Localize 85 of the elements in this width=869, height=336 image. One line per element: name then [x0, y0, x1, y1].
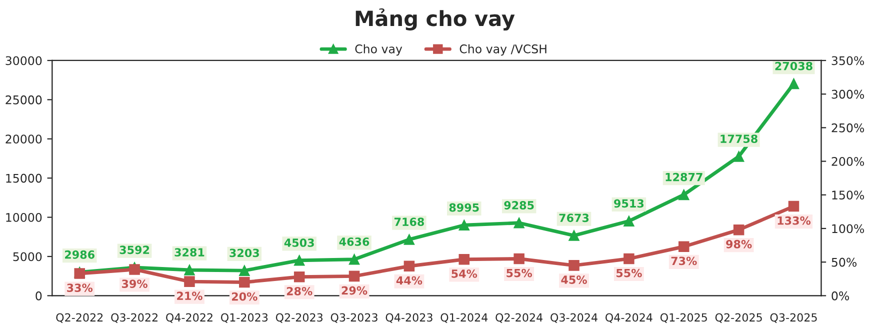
data-label: 3592 — [120, 246, 150, 254]
data-label: 54% — [452, 269, 478, 278]
data-label: 39% — [122, 280, 148, 288]
x-tick-label: Q3-2025 — [770, 313, 817, 323]
point — [568, 230, 580, 241]
x-tick-label: Q4-2023 — [386, 313, 432, 323]
y2-tick-label: 250% — [832, 123, 864, 132]
point — [624, 253, 634, 264]
data-label: 3203 — [230, 248, 259, 258]
data-label: 7168 — [394, 218, 424, 226]
point — [458, 220, 470, 231]
data-label: 4636 — [339, 237, 370, 246]
data-label: 3281 — [174, 248, 204, 257]
x-tick-label: Q2-2023 — [276, 313, 322, 323]
data-label: 98% — [726, 240, 752, 248]
point — [733, 151, 744, 162]
point — [239, 265, 250, 276]
point — [348, 254, 360, 265]
point — [348, 270, 360, 282]
data-label: 20% — [232, 292, 258, 301]
y2-tick-label: 50% — [832, 258, 857, 267]
y2-tick-label: 150% — [832, 190, 864, 200]
data-label: 8995 — [449, 203, 479, 212]
data-label: 9285 — [504, 201, 534, 210]
point — [129, 264, 140, 275]
y-tick-label: 0 — [36, 291, 42, 300]
x-tick-label: Q1-2025 — [660, 313, 707, 323]
point — [733, 224, 744, 236]
x-tick-label: Q2-2025 — [715, 313, 762, 323]
data-label: 9513 — [614, 199, 644, 208]
x-tick-label: Q4-2022 — [166, 313, 212, 323]
x-tick-label: Q1-2023 — [220, 313, 268, 323]
point — [568, 260, 580, 271]
data-label: 55% — [506, 268, 532, 278]
chart-title: Mảng cho vay — [356, 8, 515, 30]
data-label: 44% — [396, 276, 422, 285]
data-label: 21% — [177, 292, 202, 300]
point — [514, 253, 524, 264]
data-label: 7673 — [559, 214, 589, 222]
data-label: 17758 — [720, 134, 758, 144]
y2-tick-label: 100% — [832, 224, 864, 234]
x-tick-label: Q2-2022 — [56, 313, 103, 323]
data-label: 28% — [286, 286, 312, 296]
point — [239, 276, 250, 288]
data-label: 29% — [342, 286, 368, 295]
point — [458, 254, 470, 265]
x-tick-label: Q1-2024 — [440, 313, 488, 323]
data-label: 12877 — [666, 172, 702, 182]
x-tick-label: Q3-2022 — [111, 313, 158, 323]
y-tick-label: 25000 — [6, 95, 42, 104]
data-label: 4503 — [284, 238, 314, 247]
point — [788, 78, 800, 90]
y2-tick-label: 350% — [832, 56, 864, 66]
y2-tick-label: 300% — [832, 90, 864, 99]
data-label: 133% — [778, 216, 811, 225]
point — [294, 271, 305, 282]
y-tick-label: 10000 — [6, 213, 42, 222]
x-tick-label: Q3-2024 — [550, 313, 598, 323]
point — [294, 254, 305, 266]
y2-tick-label: 0% — [832, 291, 850, 300]
data-label: 73% — [671, 256, 697, 266]
y-tick-label: 15000 — [6, 174, 42, 183]
point — [184, 264, 195, 276]
data-label: 33% — [67, 284, 93, 292]
point — [678, 241, 690, 252]
data-label: 2986 — [65, 250, 94, 259]
point — [184, 276, 195, 287]
y-tick-label: 20000 — [6, 134, 42, 144]
data-label: 45% — [561, 276, 587, 284]
x-tick-label: Q2-2024 — [496, 313, 542, 323]
point — [404, 234, 415, 245]
data-label: 27038 — [775, 62, 812, 70]
point — [678, 189, 690, 200]
y-tick-label: 5000 — [13, 252, 42, 262]
legend-label: Cho vay — [355, 44, 402, 56]
point — [788, 200, 800, 212]
y2-tick-label: 200% — [832, 157, 864, 166]
x-tick-label: Q4-2024 — [606, 313, 652, 323]
point — [514, 218, 524, 228]
point — [404, 260, 415, 272]
point — [624, 216, 634, 226]
y-tick-label: 30000 — [6, 56, 42, 66]
x-tick-label: Q3-2023 — [330, 313, 378, 323]
legend-label: Cho vay /VCSH — [460, 44, 546, 56]
data-label: 55% — [616, 268, 642, 278]
